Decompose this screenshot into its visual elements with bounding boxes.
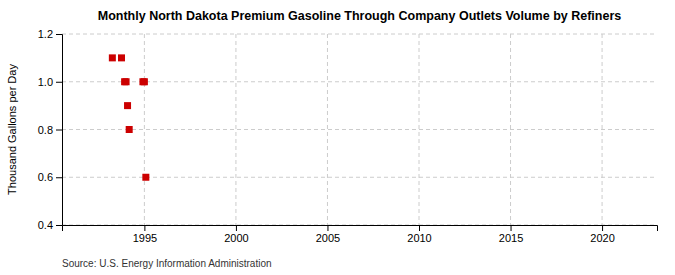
- tick-label: 1995: [133, 232, 157, 244]
- points: [109, 54, 150, 180]
- tick-label: 0.6: [38, 171, 53, 183]
- axis-line: [63, 226, 658, 232]
- grid-line-x: [327, 34, 328, 225]
- tick: 2020: [590, 225, 614, 244]
- tick: 2000: [224, 225, 248, 244]
- point: [123, 78, 130, 85]
- plot: 1995 2000 2005 2010 2015 2020 0.4 0.6 0.8 1.0 1.2: [38, 28, 658, 244]
- tick-label: 2005: [316, 232, 340, 244]
- tick-mark: [602, 225, 603, 231]
- tick-label: 2015: [499, 232, 523, 244]
- tick: 0.8: [38, 124, 62, 136]
- tick: 1995: [133, 225, 157, 244]
- tick-mark: [56, 130, 62, 131]
- point: [118, 54, 125, 61]
- tick-mark: [56, 82, 62, 83]
- tick: 2015: [499, 225, 523, 244]
- chart: 1995 2000 2005 2010 2015 2020 0.4 0.6 0.8 1.0 1.2 M…: [0, 0, 675, 275]
- y-axis: 0.4 0.6 0.8 1.0 1.2: [38, 28, 63, 231]
- point: [142, 174, 149, 181]
- tick-label: 1.2: [38, 28, 53, 40]
- tick-mark: [236, 225, 237, 231]
- source: Source: U.S. Energy Information Administ…: [62, 258, 272, 269]
- tick: 2010: [407, 225, 431, 244]
- tick-mark: [56, 225, 62, 226]
- tick-label: 2010: [407, 232, 431, 244]
- tick-label: 0.8: [38, 124, 53, 136]
- grid-line-y: [62, 177, 657, 178]
- tick-mark: [327, 225, 328, 231]
- tick: 2005: [316, 225, 340, 244]
- point: [126, 126, 133, 133]
- point: [124, 102, 131, 109]
- tick-mark: [144, 225, 145, 231]
- tick-label: 2020: [590, 232, 614, 244]
- axis-line: [56, 35, 63, 226]
- tick-label: 1.0: [38, 76, 53, 88]
- x-axis: 1995 2000 2005 2010 2015 2020: [63, 225, 658, 244]
- title: Monthly North Dakota Premium Gasoline Th…: [98, 9, 621, 23]
- tick-mark: [56, 34, 62, 35]
- grid-line-y: [62, 129, 657, 130]
- tick: 1.2: [38, 28, 62, 40]
- tick: 1.0: [38, 76, 62, 88]
- tick-label: 2000: [224, 232, 248, 244]
- point: [109, 54, 116, 61]
- tick: 0.4: [38, 219, 62, 231]
- tick-mark: [56, 177, 62, 178]
- grid: [62, 34, 657, 225]
- point: [141, 78, 148, 85]
- y-axis-title: Thousand Gallons per Day: [6, 64, 18, 195]
- tick-mark: [511, 225, 512, 231]
- tick-label: 0.4: [38, 219, 53, 231]
- grid-line-x: [144, 34, 145, 225]
- grid-line-y: [62, 34, 657, 35]
- grid-line-y: [62, 81, 657, 82]
- tick: 0.6: [38, 171, 62, 183]
- tick-mark: [419, 225, 420, 231]
- grid-line-x: [235, 34, 236, 225]
